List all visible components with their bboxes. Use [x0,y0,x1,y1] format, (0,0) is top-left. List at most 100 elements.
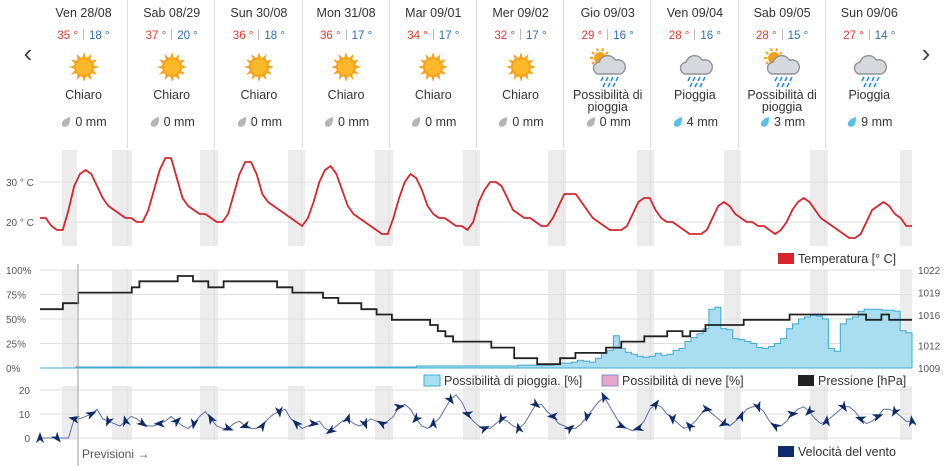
forecast-label: Previsioni → [82,447,149,461]
max-temp: 36 ° [320,30,341,42]
raindrop-icon [150,117,159,127]
max-temp: 29 ° [581,30,603,42]
day-name: Mon 31/08 [316,6,376,20]
pressure-ytick: 1016 [918,311,941,322]
day-forecast[interactable]: Sun 09/06 27 ° 14 ° Pioggia 9 mm [824,0,913,148]
wind-arrow-icon [821,415,830,427]
wind-arrow-icon [359,417,368,430]
day-forecast[interactable]: Mer 09/02 32 ° 17 ° Chiaro 0 mm [476,0,564,148]
day-forecast[interactable]: Gio 09/03 29 ° 16 ° Possibilità di pioggi… [563,0,651,148]
snow-legend-swatch [601,374,619,387]
temp-ytick: 30 ° C [6,178,34,189]
wind-arrow-icon [837,400,847,412]
raindrop-icon [499,117,508,127]
min-temp: 20 ° [177,30,198,42]
precipitation: 0 mm [40,115,127,131]
precip-amount: 4 mm [686,115,719,129]
wind-arrow-icon [36,432,44,443]
night-band [112,150,132,246]
day-forecast[interactable]: Sab 08/29 37 ° 20 ° Chiaro 0 mm [127,0,215,148]
pressure-legend-swatch [798,375,814,386]
precip-amount: 0 mm [163,115,195,129]
wind-arrow-icon [68,415,80,424]
sun-cloud-rain-icon [564,45,651,89]
precip-amount: 0 mm [250,115,283,129]
day-forecast[interactable]: Mon 31/08 36 ° 17 ° Chiaro 0 mm [301,0,390,148]
night-band [62,150,77,246]
wind-arrow-icon [805,405,816,416]
wind-arrow-icon [908,415,917,427]
temperature-legend-swatch [778,253,794,264]
wind-arrow-icon [685,421,697,433]
raindrop-icon [412,117,421,127]
wind-arrow-icon [498,412,508,425]
prev-arrow[interactable]: ‹ [18,38,38,68]
day-temperatures: 36 ° 18 ° [215,29,302,43]
day-forecast[interactable]: Ven 28/08 35 ° 18 ° Chiaro 0 mm [40,0,127,148]
max-temp: 35 ° [57,30,78,42]
precipitation: 0 mm [215,115,302,131]
min-temp: 17 ° [526,30,547,42]
wind-arrow-icon [718,417,731,427]
wind-arrow-icon [221,422,234,431]
day-temperatures: 36 ° 17 ° [303,29,390,43]
cloud-rain-icon [826,45,913,89]
min-temp: 16 ° [613,30,634,42]
sun-icon [303,45,390,89]
max-temp: 32 ° [494,30,515,42]
raindrop-icon [586,117,595,127]
wind-arrow-icon [308,419,320,428]
precipitation: 3 mm [739,115,826,131]
chevron-right-icon: › [921,38,931,68]
day-name: Sab 09/05 [753,6,811,20]
sun-icon [40,45,127,89]
condition-label: Chiaro [153,88,191,102]
wind-arrow-icon [342,413,351,425]
min-temp: 18 ° [89,30,110,42]
max-temp: 28 ° [668,30,690,42]
night-band [62,386,77,440]
condition-label: Chiaro [65,88,102,102]
wind-arrow-icon [208,413,217,426]
precip-amount: 0 mm [425,115,457,129]
precip-amount: 0 mm [512,115,544,129]
day-forecast[interactable]: Mar 09/01 34 ° 17 ° Chiaro 0 mm [388,0,477,148]
wind-arrow-icon [153,419,165,428]
wind-arrow-icon [325,424,338,435]
wind-arrow-icon [786,410,799,419]
night-band [463,150,480,246]
wind-arrow-icon [735,410,744,423]
wind-arrow-icon [429,417,438,429]
wind-arrow-icon [649,399,660,411]
wind-arrow-icon [546,412,558,421]
next-arrow[interactable]: › [916,38,936,68]
day-name: Sun 09/06 [840,6,898,20]
day-forecast[interactable]: Ven 09/04 28 ° 16 ° Pioggia 4 mm [650,0,738,148]
daily-forecast-strip: Ven 28/08 35 ° 18 ° Chiaro 0 mm Sab 08/29… [40,0,912,148]
precip-amount: 9 mm [861,115,893,129]
night-band [200,386,218,440]
wind-arrow-icon [770,422,782,433]
day-name: Mar 09/01 [405,6,462,20]
wind-arrow-icon [85,411,97,420]
pressure-line [40,275,912,366]
day-forecast[interactable]: Sab 09/05 28 ° 15 ° Possibilità di pioggi… [737,0,826,148]
wind-arrow-icon [563,424,575,435]
chevron-left-icon: ‹ [23,38,33,68]
raindrop-icon [62,117,71,127]
raindrop-icon [848,117,857,127]
wind-arrow-icon [170,417,182,428]
wind-arrow-icon [871,414,884,422]
day-forecast[interactable]: Sun 30/08 36 ° 18 ° Chiaro 0 mm [214,0,302,148]
sun-icon [390,45,477,89]
sun-cloud-rain-icon [739,45,826,89]
wind-ytick: 10 [19,410,31,421]
pressure-legend-label: Pressione [hPa] [818,374,906,388]
wind-arrow-icon [412,412,423,424]
precipitation: 0 mm [128,115,215,131]
rain-legend-swatch [423,374,441,387]
wind-arrow-icon [478,425,490,435]
night-band [724,386,741,440]
day-temperatures: 27 ° 14 ° [826,29,913,43]
min-temp: 18 ° [264,30,285,42]
